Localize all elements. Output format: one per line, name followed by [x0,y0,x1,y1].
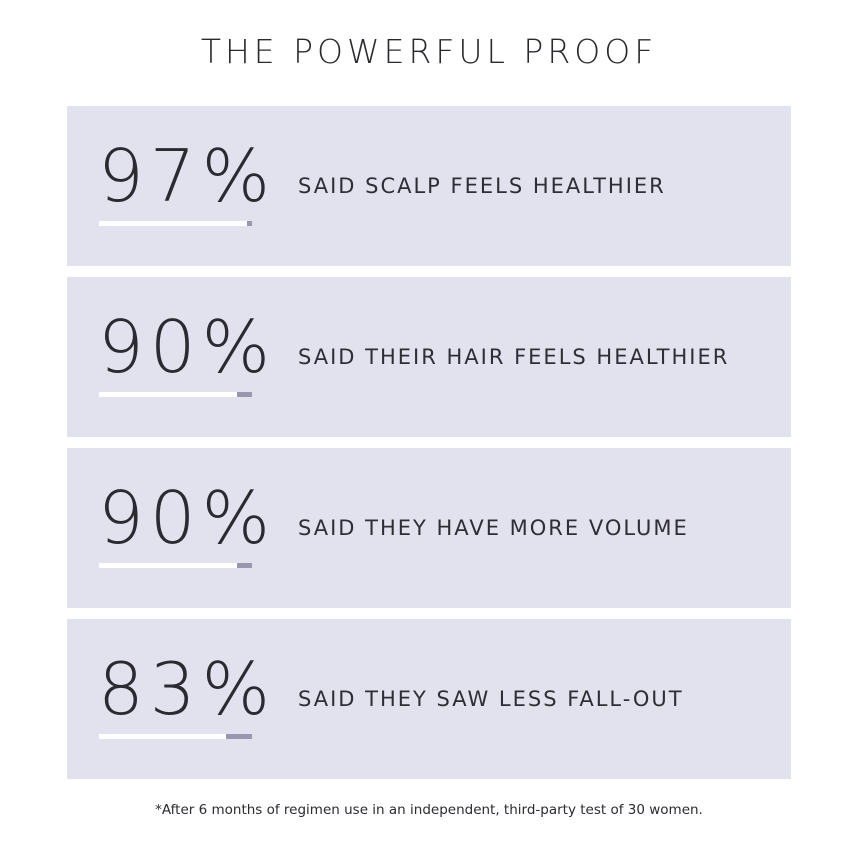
stat-progress-bar [99,563,252,568]
stat-card-fallout: 83% SAID THEY SAW LESS FALL-OUT [67,619,791,779]
stat-label: SAID THEIR HAIR FEELS HEALTHIER [298,345,730,369]
footnote: *After 6 months of regimen use in an ind… [155,802,703,818]
stat-progress-bar [99,392,252,397]
stat-card-hair: 90% SAID THEIR HAIR FEELS HEALTHIER [67,277,791,437]
stat-progress-fill [99,563,237,568]
stat-percentage: 90% [98,305,277,389]
stat-label: SAID THEY SAW LESS FALL-OUT [298,687,684,711]
stat-progress-fill [99,221,248,226]
stat-card-volume: 90% SAID THEY HAVE MORE VOLUME [67,448,791,608]
stat-progress-bar [99,221,252,226]
stat-percentage: 90% [98,476,277,560]
stat-progress-fill [99,392,237,397]
stats-list: 97% SAID SCALP FEELS HEALTHIER 90% SAID … [67,106,791,790]
stat-progress-fill [99,734,226,739]
page-title: THE POWERFUL PROOF [200,32,658,71]
stat-percentage: 97% [98,134,277,218]
stat-card-scalp: 97% SAID SCALP FEELS HEALTHIER [67,106,791,266]
stat-percentage: 83% [98,647,277,731]
stat-label: SAID THEY HAVE MORE VOLUME [298,516,689,540]
stat-label: SAID SCALP FEELS HEALTHIER [298,174,666,198]
stat-progress-bar [99,734,252,739]
